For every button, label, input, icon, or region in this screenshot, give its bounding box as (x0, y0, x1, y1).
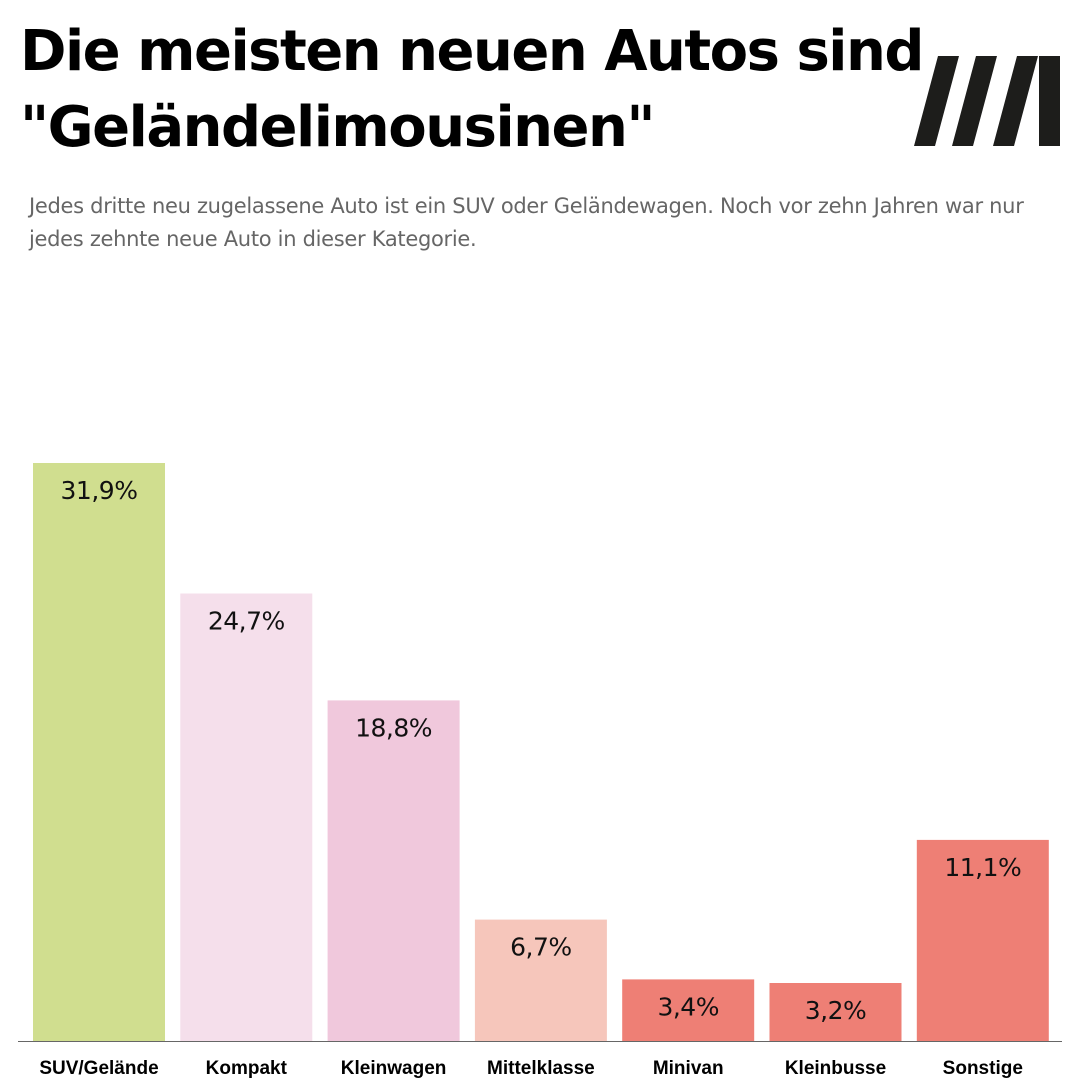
logo-stroke-1 (914, 56, 959, 146)
bar-1 (33, 463, 165, 1041)
bar-4 (474, 919, 607, 1041)
slash-m-logo-icon (914, 56, 1060, 146)
logo-stroke-4 (1039, 56, 1060, 146)
bar-7 (916, 839, 1049, 1041)
bar-value-label: 31,9% (61, 476, 138, 505)
logo-stroke-3 (993, 56, 1038, 146)
bar-2 (180, 593, 313, 1041)
category-label: Kleinwagen (341, 1058, 447, 1079)
category-label: Minivan (653, 1058, 724, 1079)
bar-value-label: 6,7% (510, 933, 572, 962)
category-label: SUV/Gelände (39, 1058, 158, 1079)
category-label: Kleinbusse (785, 1058, 886, 1079)
bar-value-label: 3,4% (657, 992, 719, 1021)
bar-value-label: 3,2% (805, 996, 867, 1025)
bar-value-label: 18,8% (355, 713, 432, 742)
category-label: Sonstige (943, 1058, 1023, 1079)
category-label: Mittelklasse (487, 1058, 595, 1079)
chart-title: Die meisten neuen Autos sind "Geländelim… (20, 14, 924, 166)
chart-title-line-1: Die meisten neuen Autos sind (20, 19, 924, 84)
bar-value-label: 24,7% (208, 607, 285, 636)
category-label: Kompakt (206, 1058, 288, 1079)
chart-title-line-2: "Geländelimousinen" (20, 95, 656, 160)
bar-3 (327, 700, 460, 1041)
bar-6 (769, 983, 902, 1041)
logo-stroke-2 (952, 56, 997, 146)
bar-value-label: 11,1% (944, 853, 1021, 882)
chart-subtitle: Jedes dritte neu zugelassene Auto ist ei… (29, 194, 1024, 251)
bar-5 (622, 979, 755, 1041)
